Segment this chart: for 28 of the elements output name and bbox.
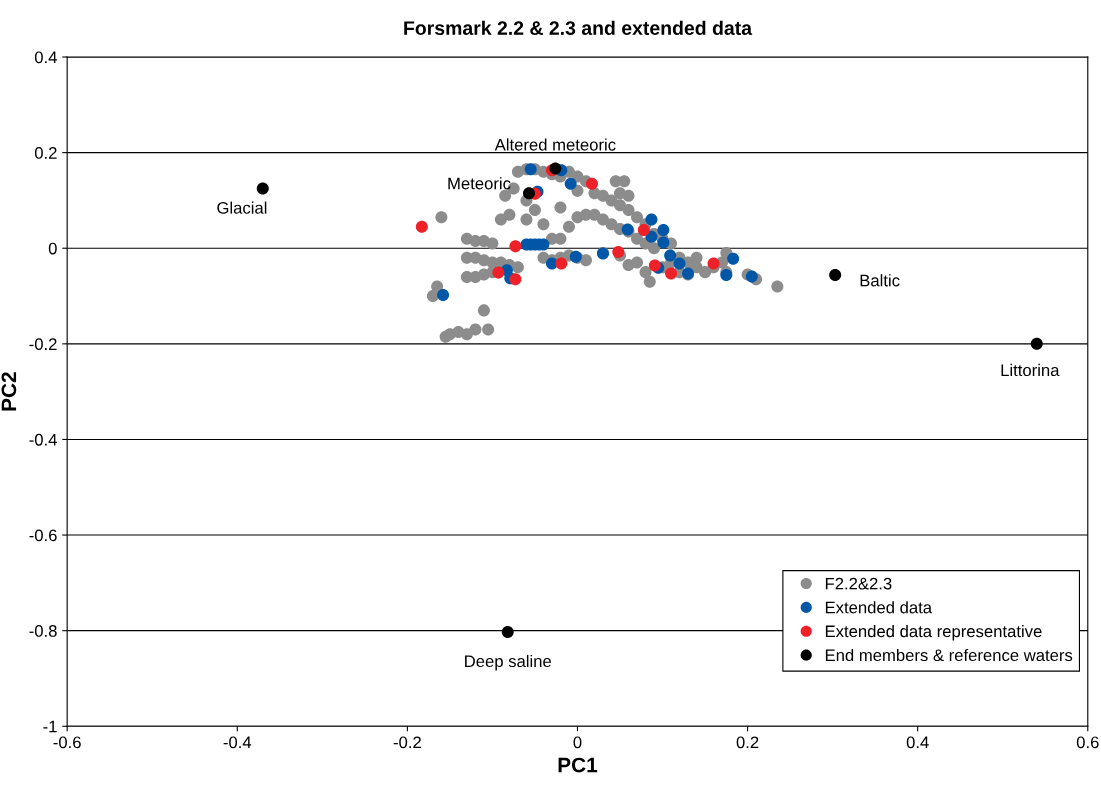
annotation: Glacial [217,201,267,214]
legend-label: Extended data representative [825,625,1042,641]
y-tick-label: 0.4 [34,51,57,64]
x-tick-label: 0.4 [906,736,929,749]
y-tick-label: -1 [43,720,57,733]
annotation: Littorina [1001,363,1060,377]
x-tick-label: -0.6 [53,736,81,749]
y-tick-label: -0.6 [29,529,57,542]
x-tick-label: 0 [573,736,582,749]
y-axis-title: PC2 [1,372,17,411]
annotation: Deep saline [465,654,551,671]
x-tick-label: -0.2 [393,736,421,749]
annotation: Altered meteoric [494,138,616,151]
y-tick-label: -0.8 [29,625,57,637]
x-tick-label: -0.4 [223,736,252,749]
y-tick-label: 0.2 [34,147,57,159]
x-tick-label: 0.6 [1076,736,1099,749]
annotation: Meteoric [448,177,511,190]
y-tick-label: -0.2 [29,338,57,351]
legend-label: Extended data [825,601,933,614]
y-tick-label: -0.4 [29,433,57,446]
annotation: Baltic [860,274,900,287]
chart-title: Forsmark 2.2 & 2.3 and extended data [404,20,753,36]
y-tick-label: 0 [48,242,57,255]
legend-label: F2.2&2.3 [825,577,892,590]
x-tick-label: 0.2 [736,736,759,749]
legend-label: End members & reference waters [825,648,1073,662]
x-axis-title: PC1 [558,757,598,773]
